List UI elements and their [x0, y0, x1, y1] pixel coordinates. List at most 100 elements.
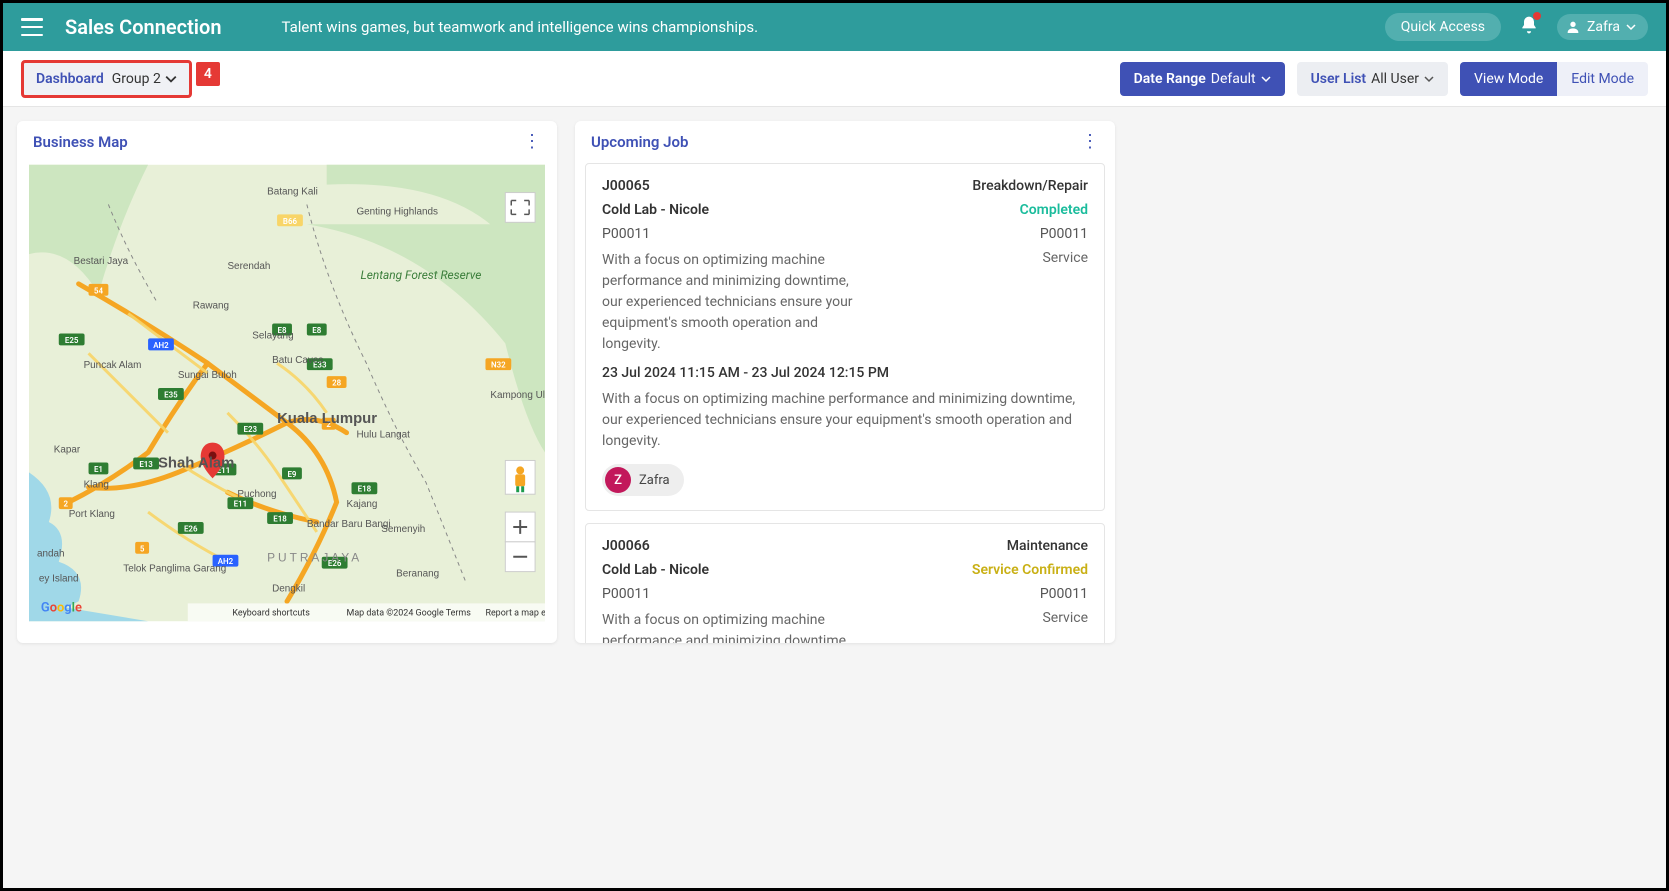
map-place-label: Kapar	[54, 445, 81, 456]
jobs-list[interactable]: J00065Breakdown/RepairCold Lab - NicoleC…	[575, 163, 1115, 643]
date-range-label: Date Range	[1134, 71, 1206, 87]
svg-text:E9: E9	[287, 470, 296, 479]
content-area: Business Map ⋮ Lentang Forest Reserve	[3, 107, 1666, 657]
map-place-label: Port Klang	[69, 509, 115, 520]
svg-text:E23: E23	[244, 425, 258, 434]
brand-title: Sales Connection	[65, 15, 222, 39]
business-map-card: Business Map ⋮ Lentang Forest Reserve	[17, 121, 557, 643]
edit-mode-button[interactable]: Edit Mode	[1557, 62, 1648, 96]
map-place-label: Batu Caves	[272, 355, 323, 366]
job-ref: P00011	[1040, 226, 1088, 242]
svg-text:E18: E18	[273, 515, 287, 524]
tagline-text: Talent wins games, but teamwork and inte…	[282, 18, 1385, 36]
chevron-down-icon	[1424, 74, 1434, 84]
job-card[interactable]: J00066MaintenanceCold Lab - NicoleServic…	[585, 523, 1105, 643]
user-list-value: All User	[1371, 71, 1419, 87]
road-shield: E18	[352, 482, 378, 494]
dashboard-group-value: Group 2	[112, 71, 161, 87]
map-place-label: Batang Kali	[267, 187, 318, 198]
map-place-label: Semenyih	[381, 524, 425, 535]
assignee-chip[interactable]: ZZafra	[602, 464, 684, 496]
job-long-description: With a focus on optimizing machine perfo…	[602, 389, 1088, 452]
notification-dot	[1533, 12, 1541, 20]
fullscreen-button[interactable]	[505, 193, 535, 223]
map-place-label: Puchong	[237, 489, 276, 500]
zoom-in-button[interactable]	[505, 512, 535, 542]
assignee-name: Zafra	[639, 473, 670, 488]
svg-text:E1: E1	[94, 465, 103, 474]
svg-text:5: 5	[140, 544, 145, 553]
job-status: Completed	[1020, 202, 1088, 218]
svg-text:E8: E8	[312, 326, 321, 335]
map-footer-data: Map data ©2024 Google	[347, 608, 444, 618]
forest-label: Lentang Forest Reserve	[361, 268, 482, 282]
map-place-label: Serendah	[227, 261, 270, 272]
road-shield: 54	[89, 284, 109, 296]
user-name: Zafra	[1587, 19, 1620, 35]
map-place-label: Selayang	[252, 330, 293, 341]
mode-toggle: View Mode Edit Mode	[1460, 62, 1648, 96]
road-shield: B66	[277, 214, 303, 226]
svg-text:2: 2	[63, 500, 68, 509]
google-logo: Google	[41, 600, 82, 615]
notifications-bell-icon[interactable]	[1519, 14, 1539, 40]
map-place-label: Shah Alam	[158, 455, 234, 471]
road-shield: E8	[307, 324, 327, 336]
map-footer-terms[interactable]: Terms	[446, 608, 471, 618]
card-title: Upcoming Job	[591, 133, 688, 151]
svg-text:E11: E11	[234, 500, 248, 509]
job-card[interactable]: J00065Breakdown/RepairCold Lab - NicoleC…	[585, 163, 1105, 511]
job-time: 23 Jul 2024 11:15 AM - 23 Jul 2024 12:15…	[602, 365, 1088, 381]
svg-text:AH2: AH2	[153, 341, 169, 350]
zoom-out-button[interactable]	[505, 542, 535, 572]
map-place-label: Bestari Jaya	[74, 256, 129, 267]
map-canvas[interactable]: Lentang Forest Reserve	[29, 163, 545, 623]
svg-text:54: 54	[94, 286, 104, 295]
job-ref: P00011	[602, 226, 650, 242]
hamburger-menu-icon[interactable]	[21, 18, 43, 36]
road-shield: AH2	[148, 338, 174, 350]
svg-text:E18: E18	[358, 485, 372, 494]
job-service: Service	[1042, 610, 1088, 643]
job-description: With a focus on optimizing machine perfo…	[602, 250, 862, 355]
user-list-selector[interactable]: User List All User	[1297, 62, 1448, 96]
job-ref: P00011	[1040, 586, 1088, 602]
road-shield: E25	[59, 333, 85, 345]
svg-text:N32: N32	[491, 361, 506, 370]
map-place-label: Genting Highlands	[356, 206, 438, 217]
road-shield: N32	[485, 358, 511, 370]
card-menu-icon[interactable]: ⋮	[523, 133, 541, 151]
map-place-label: Beranang	[396, 569, 439, 580]
road-shield: E35	[158, 388, 184, 400]
svg-text:28: 28	[332, 379, 342, 388]
upcoming-job-card: Upcoming Job ⋮ J00065Breakdown/RepairCol…	[575, 121, 1115, 643]
user-menu[interactable]: Zafra	[1557, 14, 1648, 40]
map-footer-report[interactable]: Report a map error	[485, 608, 545, 618]
pegman-icon[interactable]	[505, 460, 535, 494]
top-bar: Sales Connection Talent wins games, but …	[3, 3, 1666, 51]
svg-text:E13: E13	[139, 460, 153, 469]
date-range-selector[interactable]: Date Range Default	[1120, 62, 1285, 96]
road-shield: E18	[267, 512, 293, 524]
job-id: J00065	[602, 178, 650, 194]
quick-access-button[interactable]: Quick Access	[1385, 13, 1501, 41]
map-place-label: Kajang	[347, 499, 378, 510]
svg-text:E25: E25	[65, 336, 79, 345]
dashboard-selector[interactable]: Dashboard Group 2	[21, 60, 192, 98]
road-shield: E23	[237, 423, 263, 435]
chevron-down-icon	[1261, 74, 1271, 84]
job-client: Cold Lab - Nicole	[602, 202, 709, 218]
chevron-down-icon	[165, 73, 177, 85]
road-shield: 2	[59, 497, 73, 509]
job-status: Service Confirmed	[972, 562, 1088, 578]
road-shield: E1	[89, 462, 109, 474]
dashboard-label: Dashboard	[36, 71, 104, 87]
toolbar: Dashboard Group 2 4 Date Range Default U…	[3, 51, 1666, 107]
svg-text:B66: B66	[283, 217, 298, 226]
map-place-label: Dengkil	[272, 583, 305, 594]
map-place-label: ey Island	[39, 574, 79, 585]
card-menu-icon[interactable]: ⋮	[1081, 133, 1099, 151]
card-title: Business Map	[33, 133, 128, 151]
map-footer-shortcuts[interactable]: Keyboard shortcuts	[232, 608, 310, 618]
view-mode-button[interactable]: View Mode	[1460, 62, 1557, 96]
